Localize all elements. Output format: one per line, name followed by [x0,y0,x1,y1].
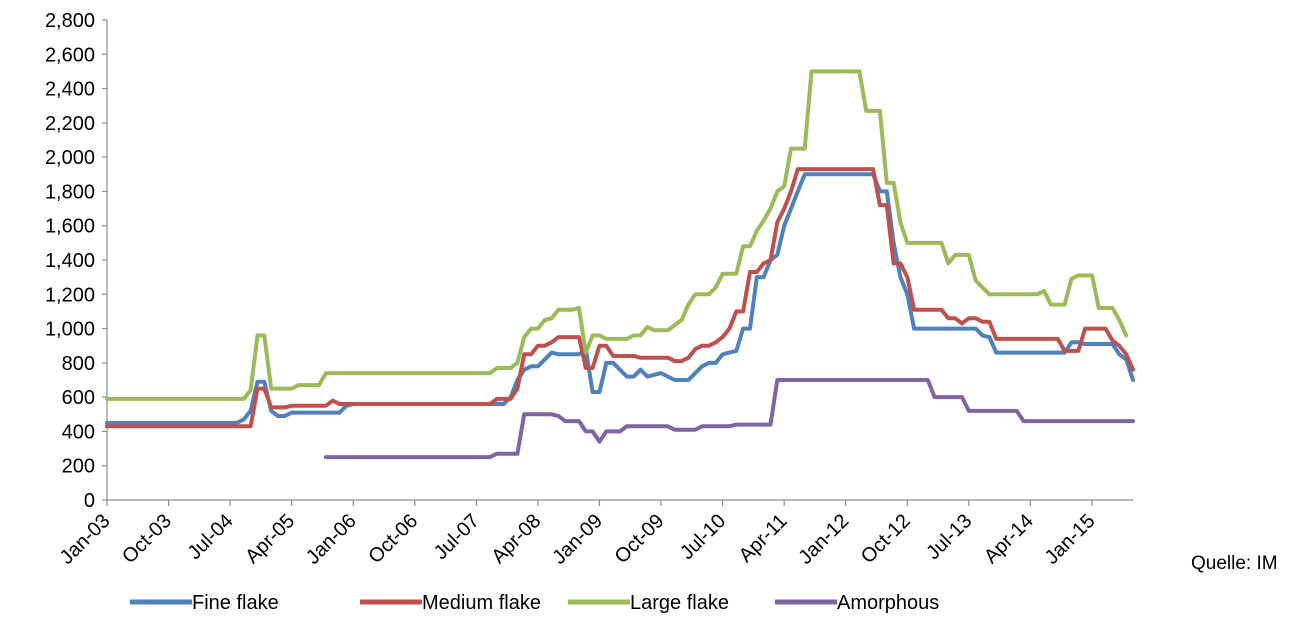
x-tick-label: Apr-08 [487,510,545,568]
series-line-medium-flake [105,167,1135,429]
x-tick-label: Jan-06 [302,510,361,569]
x-tick-label: Apr-05 [241,510,299,568]
y-tick-label: 400 [62,421,95,443]
legend-label: Amorphous [837,592,939,614]
legend-label: Medium flake [422,592,541,614]
y-tick-label: 2,800 [45,10,95,32]
x-axis-ticks: Jan-03 Oct-03 Jul-04 Apr-05 Jan-06 Oct-06 Jul-… [56,500,1100,569]
y-axis-ticks: 0 200 400 600 800 1,000 1,200 1,400 1,600 1,800 2,… [45,10,107,512]
x-tick-label: Jul-07 [430,510,484,564]
legend-label: Fine flake [192,592,279,614]
x-tick-label: Oct-03 [118,510,176,568]
y-tick-label: 2,200 [45,113,95,135]
x-tick-label: Apr-11 [735,510,792,567]
y-tick-label: 1,400 [45,250,95,272]
x-tick-label: Jan-09 [548,510,607,569]
y-tick-label: 2,400 [45,79,95,101]
axes [106,20,1133,501]
y-tick-label: 1,800 [45,181,95,203]
x-tick-label: Jan-15 [1041,510,1100,569]
x-tick-label: Oct-06 [364,510,422,568]
x-tick-label: Apr-14 [980,510,1038,568]
x-tick-label: Oct-09 [611,510,669,568]
y-tick-label: 1,600 [45,216,95,238]
x-tick-label: Jan-12 [794,510,853,569]
x-tick-label: Jan-03 [56,510,115,569]
y-tick-label: 600 [62,387,95,409]
source-note: Quelle: IM [1191,553,1278,574]
y-tick-label: 0 [84,490,95,512]
series-lines [105,69,1135,460]
series-line-fine-flake [105,172,1135,425]
y-tick-label: 1,000 [45,319,95,341]
y-tick-label: 1,200 [45,284,95,306]
x-tick-label: Jul-13 [922,510,976,564]
x-tick-label: Jul-04 [184,510,238,564]
legend-label: Large flake [630,592,729,614]
legend: Fine flake Medium flake Large flake Amorpho… [130,592,939,614]
x-tick-label: Jul-10 [676,510,730,564]
x-tick-label: Oct-12 [857,510,915,568]
y-tick-label: 200 [62,456,95,478]
y-tick-label: 2,000 [45,147,95,169]
y-tick-label: 2,600 [45,44,95,66]
series-line-large-flake [105,69,1129,401]
y-tick-label: 800 [62,353,95,375]
series-line-amorphous [323,378,1135,460]
